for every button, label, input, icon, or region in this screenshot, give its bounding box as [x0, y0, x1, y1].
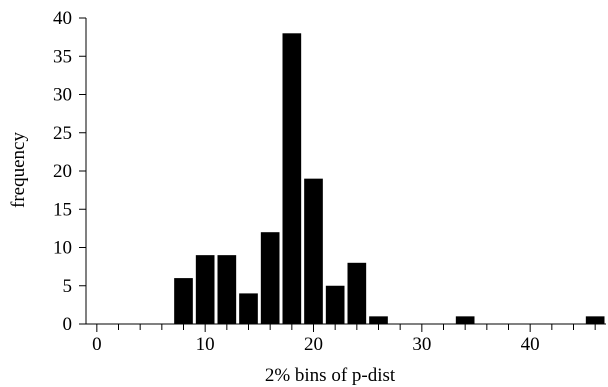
x-tick-label-40: 40 — [521, 334, 540, 355]
y-tick-label-5: 5 — [63, 276, 73, 297]
x-axis-label: 2% bins of p-dist — [265, 365, 396, 386]
x-tick-label-30: 30 — [412, 334, 431, 355]
axes-group — [85, 18, 606, 325]
bar-24 — [347, 262, 367, 324]
y-tick-label-20: 20 — [53, 161, 72, 182]
y-tick-label-30: 30 — [53, 85, 72, 106]
bar-46 — [585, 316, 605, 324]
y-axis-label: frequency — [8, 132, 29, 208]
bars-group — [174, 33, 605, 325]
y-tick-label-15: 15 — [53, 199, 72, 220]
y-tick-label-25: 25 — [53, 123, 72, 144]
y-tick-label-10: 10 — [53, 238, 72, 259]
y-tick-label-0: 0 — [63, 314, 73, 335]
bar-12 — [217, 255, 237, 324]
bar-34 — [455, 316, 475, 324]
ticks-group: 0 5 10 15 20 25 30 35 40 0 10 20 30 40 — [53, 8, 596, 355]
bar-14 — [239, 293, 258, 324]
x-tick-label-20: 20 — [304, 334, 323, 355]
bar-26 — [369, 316, 388, 324]
x-tick-label-0: 0 — [92, 334, 102, 355]
y-tick-label-35: 35 — [53, 46, 72, 67]
bar-20 — [304, 178, 323, 324]
bar-16 — [260, 232, 280, 324]
bar-22 — [325, 285, 345, 324]
y-tick-label-40: 40 — [53, 8, 72, 29]
bar-8 — [174, 278, 193, 324]
bar-18 — [282, 33, 302, 325]
x-tick-label-10: 10 — [196, 334, 215, 355]
bar-10 — [195, 255, 215, 324]
